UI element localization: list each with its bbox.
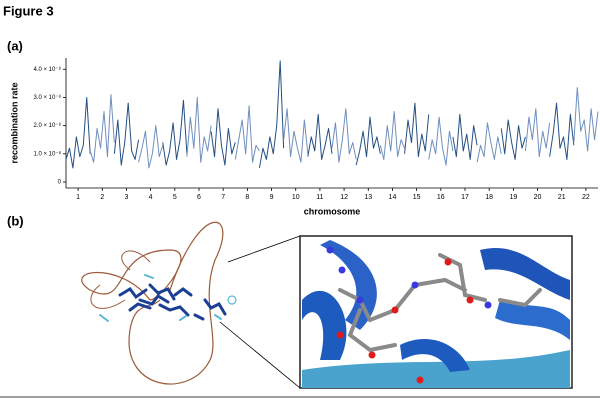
x-tick-label: 16	[437, 194, 445, 201]
zoom-view	[299, 235, 573, 389]
x-tick-label: 17	[461, 194, 469, 201]
rate-line	[89, 94, 115, 163]
x-tick-label: 11	[316, 194, 323, 201]
rate-line	[283, 108, 309, 163]
x-tick-label: 14	[389, 194, 397, 201]
rate-line	[476, 122, 502, 163]
x-tick-label: 19	[509, 194, 517, 201]
rate-line	[65, 96, 91, 169]
rate-line	[234, 105, 260, 163]
rate-line	[428, 116, 454, 166]
figure-title: Figure 3	[3, 3, 54, 18]
rate-line	[573, 87, 599, 152]
x-tick-label: 7	[221, 194, 225, 201]
y-tick-label: 1.0 × 10⁻⁸	[33, 150, 61, 157]
x-tick-label: 5	[173, 194, 177, 201]
rate-line	[186, 96, 212, 163]
x-axis-label: chromosome	[304, 206, 361, 216]
x-tick-label: 3	[125, 194, 129, 201]
x-tick-label: 18	[485, 194, 493, 201]
rate-line	[549, 102, 575, 160]
rate-line	[138, 125, 164, 169]
rate-line	[379, 111, 406, 160]
panel-label: (a)	[7, 38, 23, 53]
rate-line	[210, 108, 236, 166]
rate-line	[452, 113, 478, 160]
x-tick-label: 10	[292, 194, 300, 201]
rate-line	[307, 113, 333, 160]
y-tick-label: 4.0 × 10⁻⁸	[33, 66, 61, 73]
rate-line	[331, 108, 357, 163]
rate-line	[113, 102, 140, 166]
x-tick-label: 1	[76, 194, 80, 201]
rate-line	[355, 116, 381, 166]
x-tick-label: 20	[534, 194, 542, 201]
rate-line	[404, 102, 430, 158]
x-tick-label: 15	[413, 194, 421, 201]
y-tick-label: 0	[58, 180, 62, 186]
rate-line	[500, 119, 526, 160]
x-tick-label: 22	[582, 194, 590, 201]
x-tick-label: 9	[270, 194, 274, 201]
x-tick-label: 13	[364, 194, 372, 201]
protein-structure	[81, 221, 301, 389]
rate-line	[162, 99, 188, 166]
y-tick-label: 2.0 × 10⁻⁸	[33, 122, 61, 129]
y-tick-label: 3.0 × 10⁻⁸	[33, 94, 61, 101]
x-tick-label: 4	[149, 194, 153, 201]
x-tick-label: 2	[100, 194, 104, 201]
x-tick-label: 8	[245, 194, 249, 201]
panel-label: (b)	[7, 213, 24, 228]
y-axis-label: recombination rate	[9, 82, 19, 163]
x-tick-label: 6	[197, 194, 201, 201]
x-tick-label: 12	[340, 194, 348, 201]
rate-line	[524, 108, 551, 158]
x-tick-label: 21	[558, 194, 566, 201]
rate-line	[258, 60, 285, 168]
